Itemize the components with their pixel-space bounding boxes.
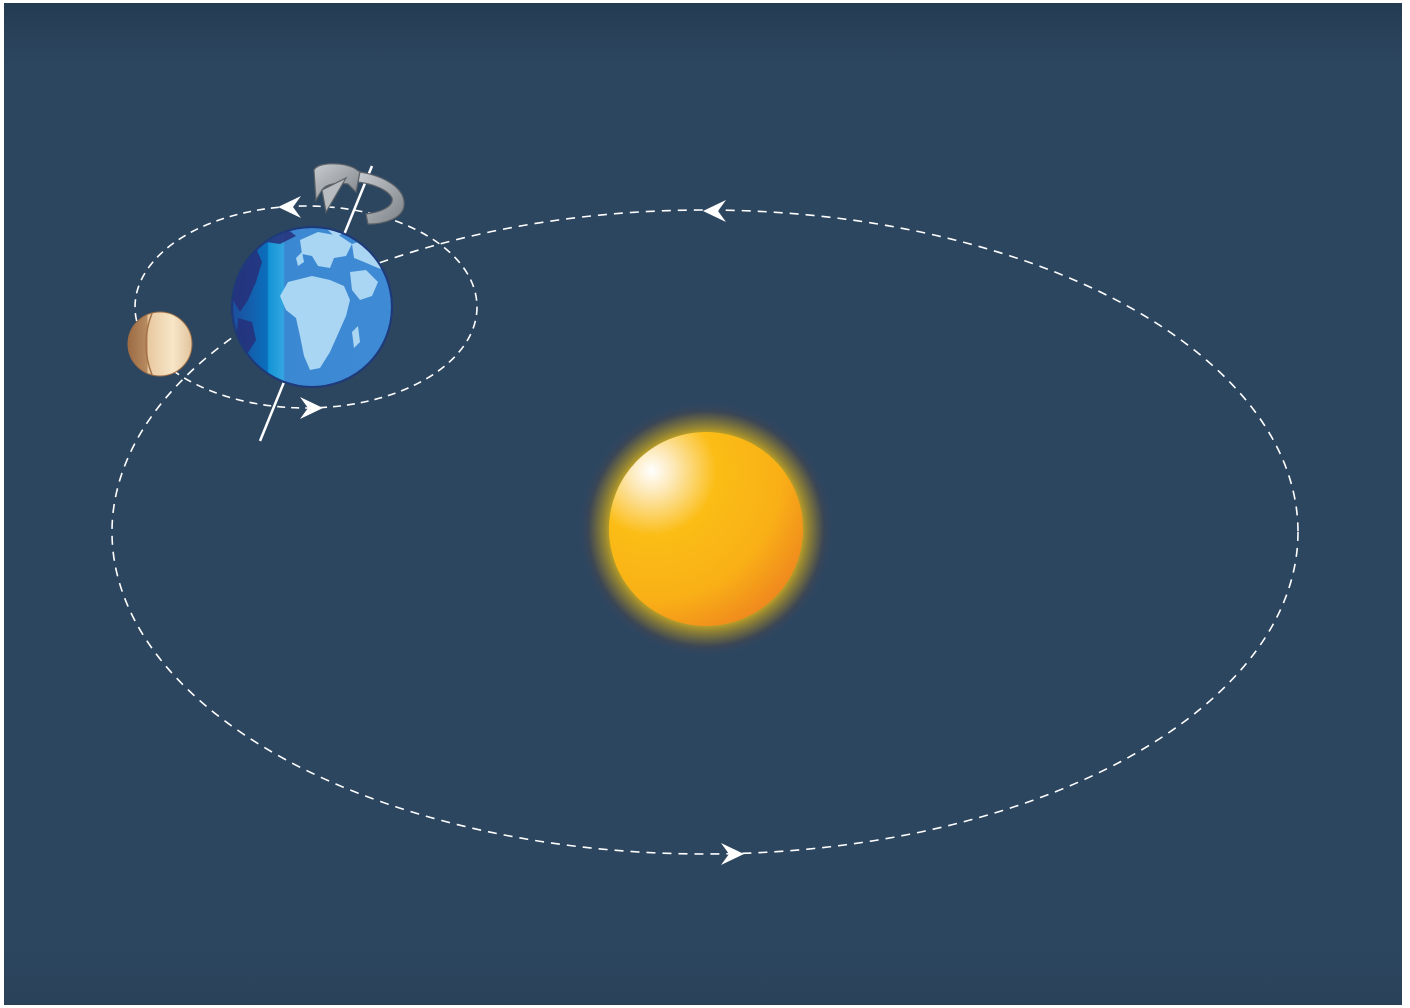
earth-globe-icon (231, 226, 393, 388)
arrowhead-icon (278, 196, 301, 218)
arrowhead-icon (721, 843, 744, 865)
sun-icon (578, 401, 834, 657)
arrowhead-icon (703, 200, 726, 222)
earth-orbit-path (111, 209, 1299, 855)
arrowhead-icon (300, 397, 323, 419)
moon-orbit-path (134, 205, 478, 409)
moon-icon (127, 311, 193, 377)
rotation-arrow-icon (313, 163, 405, 225)
